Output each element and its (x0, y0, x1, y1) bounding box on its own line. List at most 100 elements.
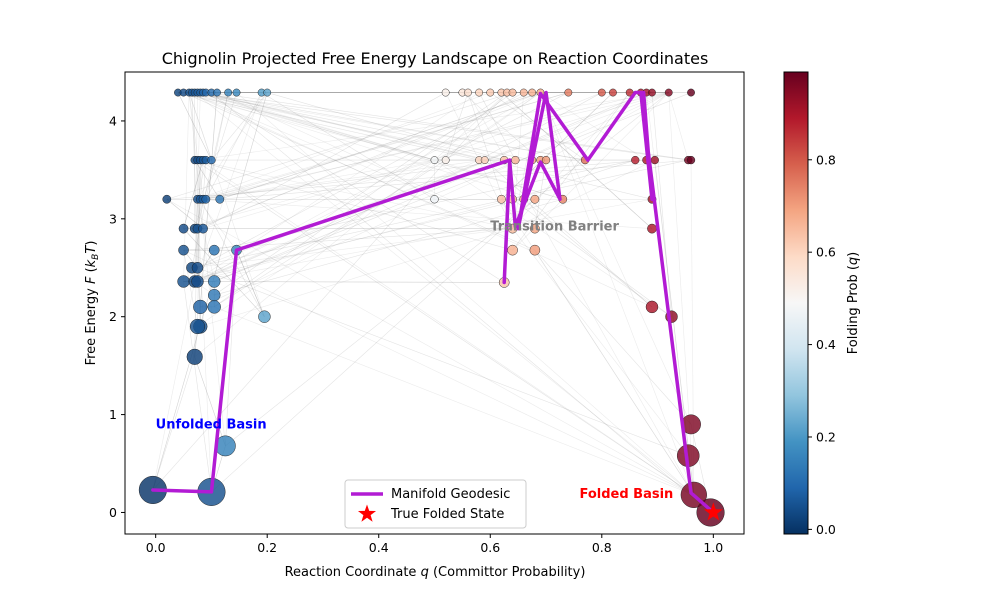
network-edge (194, 160, 204, 282)
network-edge (194, 92, 237, 229)
y-tick-label: 1 (109, 407, 117, 422)
state-point (529, 244, 541, 256)
state-point (208, 288, 221, 302)
colorbar-tick-label: 0.8 (816, 152, 836, 167)
network-edge (189, 92, 505, 161)
network-edge (211, 92, 711, 513)
network-edge (194, 92, 541, 229)
network-edge (512, 92, 630, 229)
state-point (224, 88, 233, 97)
basin-annotation: Unfolded Basin (156, 417, 267, 432)
network-edge (183, 160, 204, 229)
state-point (208, 244, 220, 256)
legend-star-icon (357, 504, 377, 522)
network-edge (540, 92, 692, 425)
network-edge (462, 92, 541, 161)
network-edge (197, 92, 533, 229)
network-edge (668, 92, 689, 161)
state-point (507, 244, 518, 256)
x-tick-label: 0.6 (480, 540, 500, 555)
state-point (177, 275, 190, 288)
state-point (191, 262, 204, 274)
network-edge (205, 92, 262, 200)
state-point (258, 310, 271, 323)
colorbar-label: Folding Prob (q) (846, 252, 861, 355)
state-point (213, 88, 221, 97)
transition-network (152, 92, 711, 513)
network-edge (434, 159, 563, 200)
network-edge (166, 159, 647, 200)
network-edge (188, 92, 226, 446)
legend: Manifold Geodesic True Folded State (344, 479, 527, 529)
network-edge (202, 92, 569, 200)
x-axis-label: Reaction Coordinate q (Committor Probabi… (285, 565, 586, 580)
network-edge (545, 92, 669, 161)
network-edge (197, 160, 201, 327)
network-edge (200, 92, 435, 161)
network-edge (512, 199, 672, 317)
network-edge (654, 160, 695, 495)
state-point (191, 275, 204, 288)
colorbar: 0.0 0.2 0.4 0.6 0.8 Folding Prob (q) (783, 71, 861, 537)
network-edge (200, 92, 586, 161)
state-point (530, 194, 540, 204)
x-tick-label: 0.8 (592, 540, 612, 555)
y-axis-label-unit-k: k (84, 259, 99, 267)
network-edge (183, 249, 694, 496)
network-edge (214, 306, 694, 496)
network-edge (197, 92, 647, 282)
state-point (511, 155, 520, 165)
network-edge (478, 92, 516, 161)
state-point (645, 300, 659, 314)
network-edge (214, 92, 508, 296)
state-point (609, 88, 617, 97)
network-edge (183, 160, 204, 229)
network-edge (540, 92, 695, 495)
colorbar-ticks: 0.0 0.2 0.4 0.6 0.8 (808, 152, 836, 537)
network-edge (197, 92, 541, 327)
state-point (475, 88, 484, 97)
state-point (215, 194, 225, 204)
network-edge (534, 249, 695, 496)
y-axis-label-symbol: F (84, 276, 99, 284)
network-edge (191, 159, 689, 269)
network-edge (690, 160, 695, 495)
network-edge (216, 92, 513, 229)
network-edge (211, 92, 692, 161)
network-edge (197, 92, 268, 200)
state-point (263, 88, 272, 97)
network-edge (177, 92, 212, 161)
network-edge (194, 159, 480, 282)
state-point (528, 88, 536, 97)
network-edge (197, 267, 689, 456)
network-edge (219, 92, 541, 200)
y-axis: 0 1 2 3 4 (109, 113, 125, 520)
state-point (631, 155, 640, 165)
network-edge (214, 159, 446, 308)
network-edge (211, 199, 536, 493)
network-edge (194, 92, 694, 496)
state-point (647, 223, 657, 234)
network-edge (197, 160, 201, 282)
network-edge (205, 92, 435, 161)
network-edge (434, 92, 508, 161)
colorbar-tick-label: 0.2 (816, 429, 836, 444)
state-point (664, 88, 673, 97)
network-edge (200, 199, 265, 317)
legend-geodesic-label: Manifold Geodesic (391, 487, 510, 502)
network-edge (214, 198, 563, 296)
state-point (519, 88, 528, 97)
network-edge (189, 92, 513, 229)
state-point (464, 88, 472, 97)
network-edge (194, 92, 533, 161)
network-edge (205, 159, 435, 200)
network-edge (197, 160, 201, 327)
network-edge (183, 198, 524, 282)
state-point (178, 244, 189, 256)
network-edge (194, 356, 226, 447)
network-edge (197, 159, 485, 200)
state-point (597, 88, 606, 97)
network-edge (197, 92, 541, 282)
